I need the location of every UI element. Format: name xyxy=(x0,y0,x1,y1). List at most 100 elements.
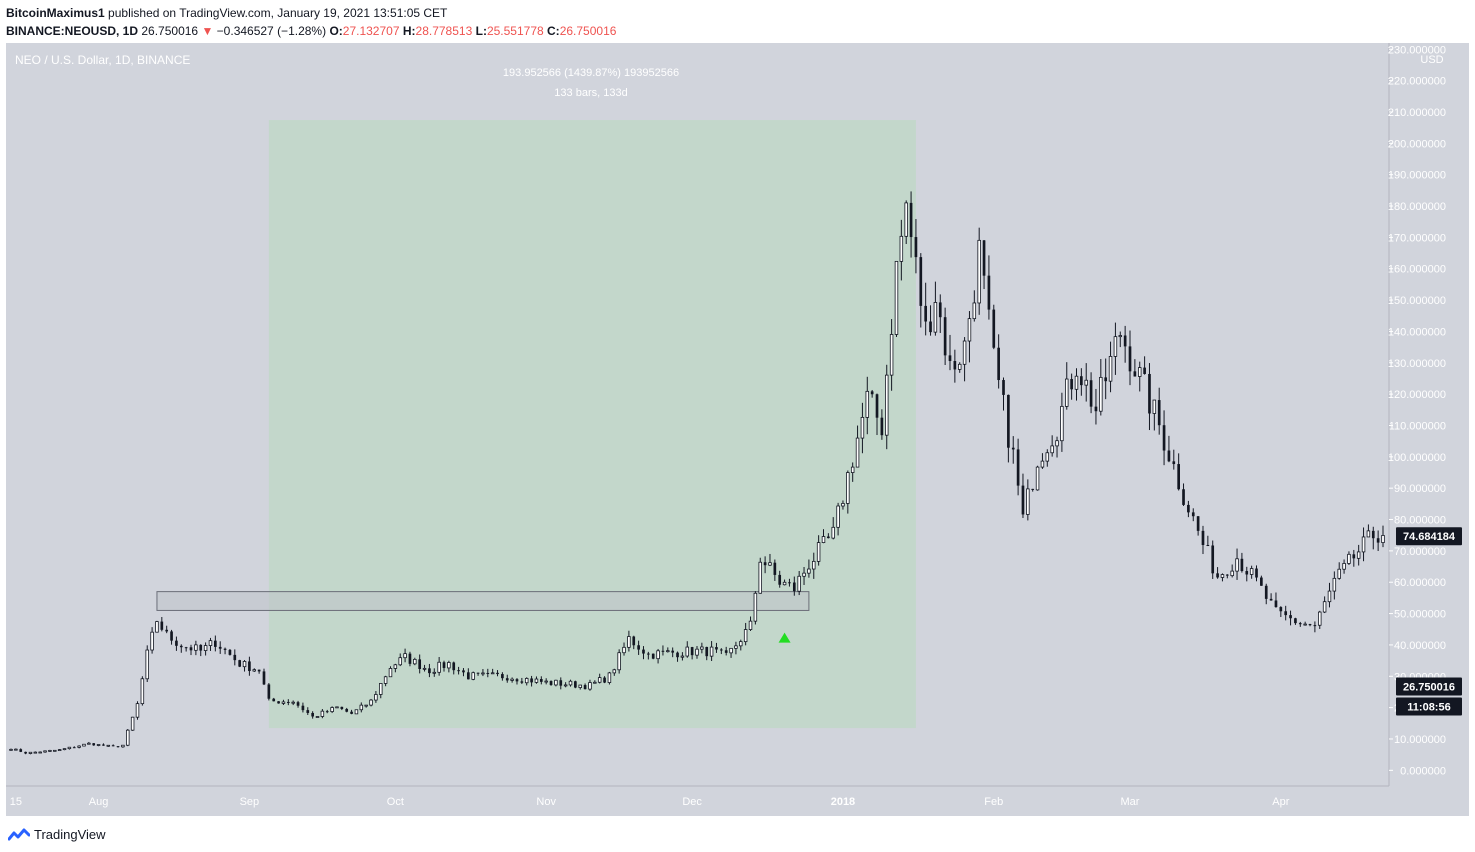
candle-body xyxy=(403,653,407,659)
price-tick-label: 190.000000 xyxy=(1388,170,1446,182)
candle-body xyxy=(1322,601,1327,613)
candle-body xyxy=(189,647,193,651)
candle-body xyxy=(1313,625,1317,627)
time-tick-label: Mar xyxy=(1121,796,1140,808)
candle-body xyxy=(466,672,470,680)
candle-body xyxy=(588,682,592,690)
candle-body xyxy=(574,681,577,688)
candle-body xyxy=(1255,568,1258,578)
candle-body xyxy=(802,572,806,577)
candle-body xyxy=(33,751,38,754)
measurement-bars-text: 133 bars, 133d xyxy=(554,87,627,99)
candle-body xyxy=(462,670,465,673)
candle-body xyxy=(894,260,899,335)
candle-body xyxy=(909,202,913,238)
candle-body xyxy=(743,629,748,643)
candle-body xyxy=(364,704,368,707)
candle-body xyxy=(1065,378,1069,407)
measurement-range[interactable] xyxy=(268,120,916,729)
candle-body xyxy=(1128,346,1132,372)
price-tick-label: 180.000000 xyxy=(1388,201,1446,213)
down-arrow-icon: ▼ xyxy=(201,24,214,38)
candle-body xyxy=(578,684,582,688)
candle-body xyxy=(885,374,889,436)
candle-body xyxy=(705,646,709,657)
candle-body xyxy=(233,654,237,661)
resistance-zone[interactable] xyxy=(156,591,810,611)
price-tags: 74.684184 26.750016 11:08:56 xyxy=(1396,527,1462,716)
candle-body xyxy=(544,680,548,683)
candle-body xyxy=(1040,460,1045,468)
candle-body xyxy=(116,746,120,748)
tradingview-logo-icon[interactable] xyxy=(8,826,30,842)
candle-body xyxy=(374,694,378,701)
symbol-label[interactable]: BINANCE:NEOUSD, 1D xyxy=(6,24,139,38)
candle-body xyxy=(603,677,606,683)
candle-body xyxy=(1031,488,1035,490)
candle-body xyxy=(214,640,217,647)
candle-body xyxy=(860,416,865,439)
candle-body xyxy=(1104,377,1108,382)
candle-body xyxy=(875,394,879,418)
candle-body xyxy=(724,650,728,653)
candle-body xyxy=(160,621,164,630)
candle-body xyxy=(1099,376,1103,412)
price-tick-label: 220.000000 xyxy=(1388,76,1446,88)
candle-body xyxy=(1182,489,1185,505)
candle-body xyxy=(827,536,830,539)
candle-body xyxy=(379,683,383,695)
candle-body xyxy=(248,661,251,672)
candle-body xyxy=(296,702,300,706)
time-axis-background[interactable] xyxy=(6,786,1389,816)
candlestick-chart[interactable]: 193.952566 (1439.87%) 193952566 133 bars… xyxy=(6,43,1469,816)
candle-body xyxy=(1366,530,1371,538)
candle-body xyxy=(685,646,690,657)
candle-body xyxy=(768,562,772,566)
candle-body xyxy=(1308,624,1312,626)
author-name[interactable]: BitcoinMaximus1 xyxy=(6,6,105,20)
chart-area[interactable]: 193.952566 (1439.87%) 193952566 133 bars… xyxy=(6,43,1469,816)
candle-body xyxy=(471,672,475,680)
candle-body xyxy=(855,437,860,468)
candle-body xyxy=(325,711,329,713)
candle-body xyxy=(140,678,145,705)
candle-body xyxy=(782,581,787,586)
candle-body xyxy=(1196,516,1200,531)
candle-body xyxy=(597,677,602,683)
candle-body xyxy=(957,363,962,370)
candle-body xyxy=(797,575,801,592)
candle-body xyxy=(422,667,427,670)
candle-body xyxy=(1148,373,1151,414)
candle-body xyxy=(554,679,558,686)
candle-body xyxy=(953,360,957,370)
candle-body xyxy=(398,657,402,666)
price-tick-label: 10.000000 xyxy=(1394,734,1446,746)
candle-body xyxy=(997,347,1000,381)
footer-brand[interactable]: TradingView xyxy=(34,826,106,842)
candle-body xyxy=(1337,568,1341,579)
candle-body xyxy=(622,646,626,654)
candle-body xyxy=(778,574,782,585)
candle-body xyxy=(821,536,826,543)
candle-body xyxy=(812,560,816,570)
measurement-price-text: 193.952566 (1439.87%) 193952566 xyxy=(503,67,679,79)
candle-body xyxy=(72,747,76,749)
candle-body xyxy=(1284,611,1288,616)
candle-body xyxy=(642,649,645,654)
candle-body xyxy=(676,652,679,658)
candle-body xyxy=(9,748,13,751)
price-axis-background[interactable] xyxy=(1389,43,1469,786)
candle-body xyxy=(559,680,563,686)
close-value: 26.750016 xyxy=(559,24,617,38)
candle-body xyxy=(340,706,344,709)
price-tick-label: 0.000000 xyxy=(1400,765,1446,777)
ohlc-line: BINANCE:NEOUSD, 1D 26.750016 ▼ −0.346527… xyxy=(6,22,1466,40)
price-tick-label: 140.000000 xyxy=(1388,326,1446,338)
candle-body xyxy=(865,390,870,418)
high-label: H: xyxy=(402,24,416,38)
candle-body xyxy=(1137,367,1142,377)
candle-body xyxy=(383,676,388,684)
candle-body xyxy=(184,647,188,649)
candle-body xyxy=(1240,558,1244,572)
time-tick-label: Nov xyxy=(536,796,556,808)
